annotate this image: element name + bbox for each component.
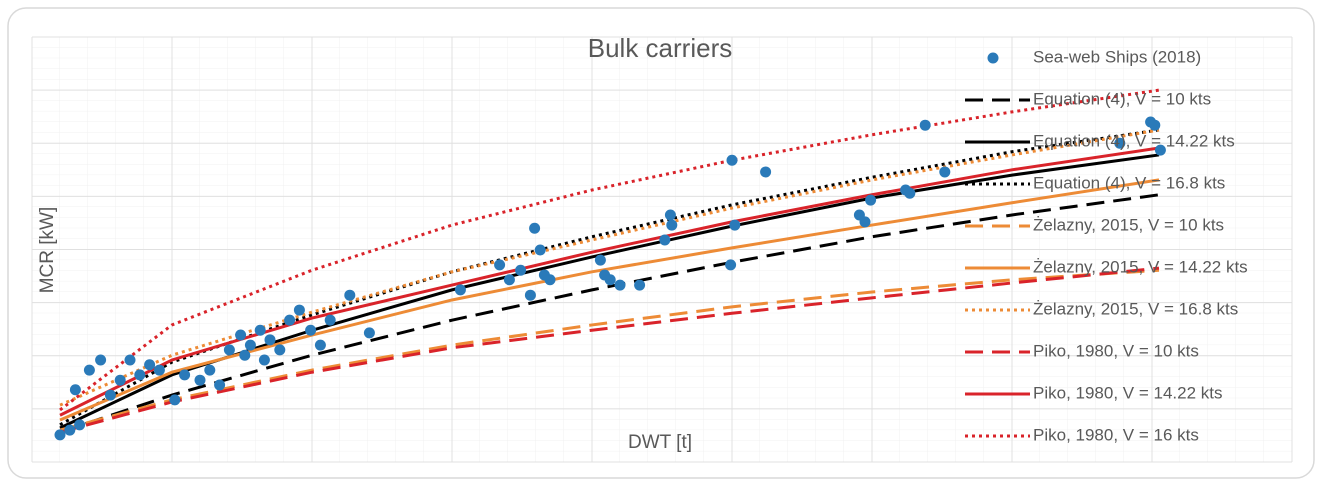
legend-label: Equation (4), V = 16.8 kts bbox=[1033, 173, 1225, 192]
point bbox=[235, 329, 247, 341]
point bbox=[659, 234, 671, 246]
legend-label: Żelazny, 2015, V = 16.8 kts bbox=[1033, 299, 1238, 318]
line bbox=[59, 266, 1160, 434]
point bbox=[503, 274, 515, 286]
chart-title: Bulk carriers bbox=[588, 33, 732, 63]
point bbox=[305, 324, 317, 336]
point bbox=[204, 364, 216, 376]
point bbox=[594, 254, 606, 266]
point bbox=[54, 429, 66, 441]
x-axis-label: DWT [t] bbox=[628, 432, 692, 453]
point bbox=[239, 349, 251, 361]
point bbox=[939, 166, 951, 178]
point bbox=[214, 379, 226, 391]
point bbox=[324, 314, 336, 326]
point bbox=[74, 419, 86, 431]
point bbox=[344, 289, 356, 301]
point bbox=[1149, 119, 1161, 131]
point bbox=[760, 166, 772, 178]
point bbox=[134, 369, 146, 381]
point bbox=[64, 424, 76, 436]
point bbox=[664, 209, 676, 221]
point bbox=[194, 374, 206, 386]
point bbox=[534, 244, 546, 256]
point bbox=[666, 219, 678, 231]
legend-label: Equation (4), V = 10 kts bbox=[1033, 89, 1211, 108]
point bbox=[104, 389, 116, 401]
line bbox=[59, 128, 1160, 407]
point bbox=[634, 279, 646, 291]
point bbox=[729, 219, 741, 231]
point bbox=[363, 327, 375, 339]
point bbox=[529, 222, 541, 234]
point bbox=[114, 374, 126, 386]
point bbox=[1114, 137, 1126, 149]
point bbox=[859, 216, 871, 228]
point bbox=[258, 354, 270, 366]
point bbox=[726, 154, 738, 166]
point bbox=[95, 354, 107, 366]
legend-symbol bbox=[987, 52, 999, 64]
point bbox=[314, 339, 326, 351]
point bbox=[919, 119, 931, 131]
line bbox=[59, 146, 1160, 417]
point bbox=[244, 339, 256, 351]
point bbox=[153, 364, 165, 376]
legend-label: Żelazny, 2015, V = 10 kts bbox=[1033, 215, 1224, 234]
point bbox=[544, 274, 556, 286]
point bbox=[69, 384, 81, 396]
point bbox=[1154, 144, 1166, 156]
point bbox=[515, 264, 527, 276]
point bbox=[284, 314, 296, 326]
point bbox=[274, 344, 286, 356]
point bbox=[254, 324, 266, 336]
point bbox=[144, 359, 156, 371]
point bbox=[83, 364, 95, 376]
point bbox=[179, 369, 191, 381]
point bbox=[169, 394, 181, 406]
point bbox=[293, 304, 305, 316]
point bbox=[725, 259, 737, 271]
y-axis-label: MCR [kW] bbox=[37, 207, 58, 294]
point bbox=[865, 194, 877, 206]
point bbox=[264, 334, 276, 346]
legend-label: Equation (4), V = 14.22 kts bbox=[1033, 131, 1235, 150]
point bbox=[223, 344, 235, 356]
line bbox=[59, 88, 1160, 412]
legend-label: Sea-web Ships (2018) bbox=[1033, 47, 1201, 66]
point bbox=[524, 289, 536, 301]
legend-label: Piko, 1980, V = 16 kts bbox=[1033, 425, 1199, 444]
legend-label: Piko, 1980, V = 14.22 kts bbox=[1033, 383, 1222, 402]
point bbox=[904, 187, 916, 199]
point bbox=[614, 279, 626, 291]
legend-label: Piko, 1980, V = 10 kts bbox=[1033, 341, 1199, 360]
legend-label: Żelazny, 2015, V = 14.22 kts bbox=[1033, 257, 1248, 276]
line bbox=[59, 178, 1160, 422]
point bbox=[124, 354, 136, 366]
point bbox=[604, 274, 616, 286]
point bbox=[494, 259, 506, 271]
point bbox=[454, 284, 466, 296]
